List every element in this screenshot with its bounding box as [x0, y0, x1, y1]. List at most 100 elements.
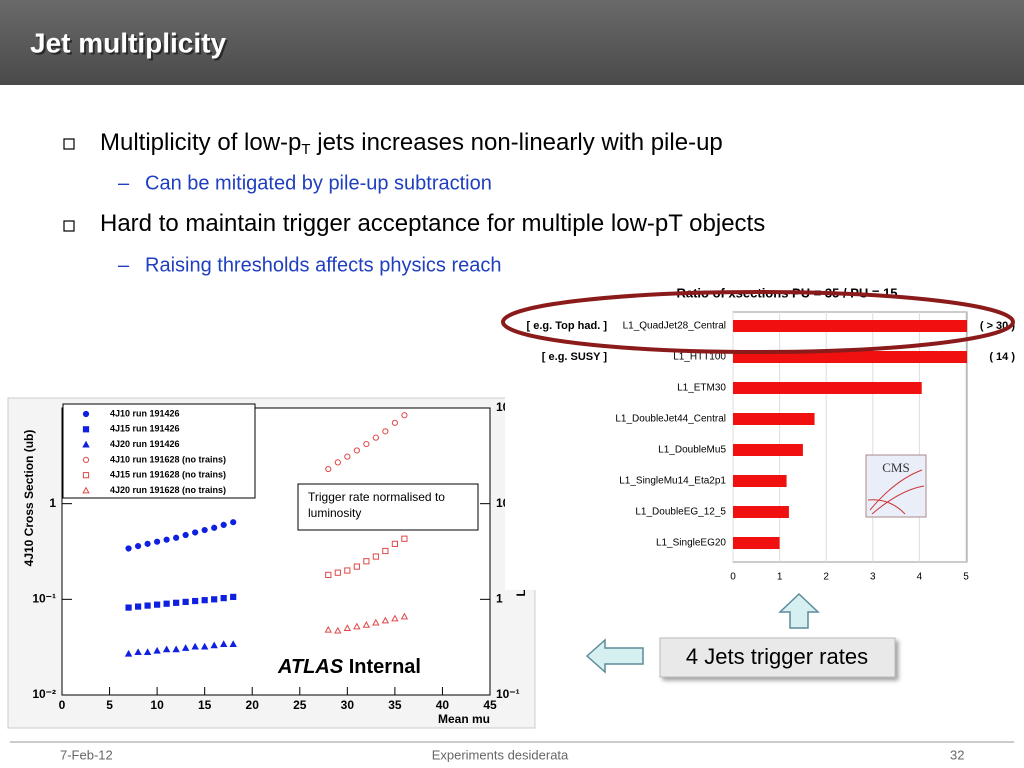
annotation-line: luminosity	[308, 506, 361, 520]
marker	[82, 440, 90, 448]
category-note: [ e.g. Top had. ]	[527, 320, 608, 332]
category-label: L1_SingleMu14_Eta2p1	[619, 476, 726, 487]
marker	[210, 641, 218, 649]
category-label: L1_DoubleMu5	[658, 445, 726, 456]
marker	[182, 531, 189, 539]
callout-box	[659, 637, 896, 678]
marker	[154, 601, 161, 608]
category-label: L1_QuadJet28_Central	[623, 321, 726, 332]
marker	[401, 412, 408, 419]
marker	[125, 604, 132, 611]
x-tick-label: 0	[730, 572, 736, 583]
x-tick-label: 1	[777, 572, 783, 583]
marker	[201, 526, 208, 534]
x-tick-label: 4	[917, 572, 923, 583]
marker	[201, 597, 208, 604]
marker	[220, 521, 227, 528]
x-tick-label: 20	[246, 698, 260, 712]
marker	[353, 447, 360, 454]
marker	[173, 599, 180, 606]
y-tick-label: 10⁻¹	[32, 592, 56, 606]
bar	[733, 444, 803, 456]
bullet-text: Hard to maintain trigger acceptance for …	[100, 210, 765, 237]
legend-box	[62, 403, 256, 499]
bar	[733, 537, 780, 549]
sub-bullet-text: Raising thresholds affects physics reach	[145, 254, 501, 276]
marker	[82, 426, 90, 433]
x-tick-label: 10	[150, 698, 164, 712]
marker	[382, 428, 389, 435]
marker	[134, 603, 142, 610]
cms-chart: Ratio of xsections PU = 35 / PU = 150 1 2 3…	[527, 285, 1016, 583]
legend-label: 4J20 run 191426	[110, 439, 180, 449]
marker	[324, 625, 333, 633]
marker	[363, 440, 370, 448]
marker	[400, 612, 409, 620]
marker	[391, 540, 398, 547]
marker	[134, 648, 142, 656]
marker	[200, 642, 209, 650]
sub-dash: –	[118, 254, 130, 276]
marker	[372, 618, 380, 626]
bar	[733, 506, 789, 518]
marker	[192, 529, 199, 536]
marker	[163, 536, 170, 543]
y-tick-label: 1	[49, 496, 56, 510]
footer-page: 32	[950, 747, 964, 762]
x-tick-label: 30	[341, 698, 355, 712]
x-tick-label: 35	[388, 698, 402, 712]
x-axis-label: Mean mu	[438, 712, 490, 726]
marker	[219, 640, 228, 647]
marker	[82, 472, 90, 479]
legend-label: 4J20 run 191628 (no trains)	[110, 485, 226, 495]
sub-bullet-text: Can be mitigated by pile-up subtraction	[145, 172, 492, 194]
marker	[144, 540, 151, 547]
marker	[191, 642, 199, 650]
category-label: L1_DoubleJet44_Central	[615, 414, 726, 425]
marker	[391, 419, 398, 426]
sub-dash: –	[118, 172, 130, 194]
marker	[372, 434, 379, 441]
marker	[124, 649, 133, 657]
marker	[230, 519, 237, 526]
bars	[733, 320, 967, 549]
y2-tick-label: 1	[496, 592, 503, 606]
marker	[353, 622, 361, 630]
logo-text: CMS	[882, 460, 909, 475]
atlas-chart: 0 5 10 15 20 25 30 35 40 4510⁻²10⁻¹110⁻¹11010²Mea…	[22, 400, 528, 726]
legend-label: 4J10 run 191628 (no trains)	[110, 454, 226, 464]
marker	[372, 553, 379, 560]
bullet-marker	[63, 138, 75, 150]
marker	[220, 595, 227, 602]
category-label: L1_SingleEG20	[656, 538, 726, 549]
marker	[162, 645, 171, 653]
watermark-internal: Internal	[343, 656, 421, 678]
watermark-atlas: ATLAS	[277, 656, 344, 678]
x-tick-label: 5	[963, 572, 969, 583]
category-label: L1_HTT100	[673, 352, 726, 363]
marker	[353, 563, 360, 570]
marker	[325, 571, 332, 579]
header-bar	[0, 0, 1024, 85]
marker	[391, 614, 399, 622]
marker	[144, 602, 151, 609]
y2-tick-label: 10⁻¹	[496, 687, 520, 701]
title-shadow: Jet multiplicity	[32, 29, 228, 60]
legend-label: 4J10 run 191426	[110, 408, 180, 418]
marker	[172, 645, 180, 653]
marker	[125, 545, 132, 552]
marker	[181, 644, 190, 651]
marker	[192, 597, 199, 605]
marker	[230, 593, 237, 601]
footer-date: 7-Feb-12	[60, 747, 113, 762]
y-tick-label: 10⁻²	[32, 687, 56, 701]
marker	[362, 621, 371, 628]
annotation-line: Trigger rate normalised to	[308, 490, 445, 504]
bar	[733, 413, 815, 425]
x-tick-label: 45	[483, 698, 497, 712]
marker	[401, 535, 408, 542]
marker	[344, 453, 351, 460]
marker	[82, 410, 90, 418]
marker	[82, 486, 90, 494]
